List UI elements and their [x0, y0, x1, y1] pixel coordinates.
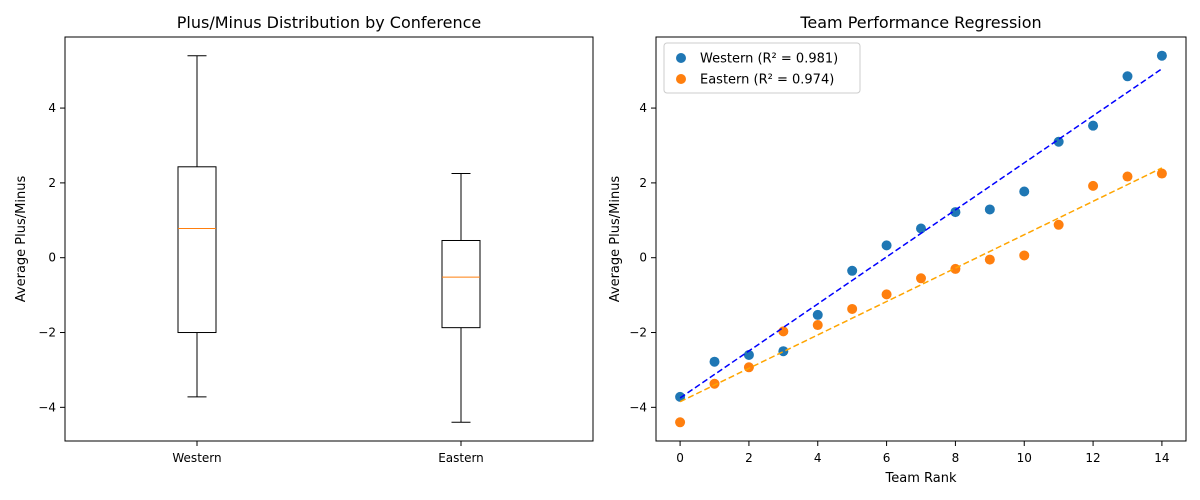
scatter-point-eastern: [1156, 168, 1167, 179]
regression-panel: Team Performance Regression Team Rank Aver…: [608, 13, 1187, 486]
scatter-point-western: [709, 356, 720, 367]
regression-xtick-label: 12: [1085, 451, 1100, 465]
scatter-point-eastern: [916, 273, 926, 284]
regression-ytick-label: 4: [639, 101, 647, 115]
legend-box: [663, 42, 861, 94]
scatter-point-western: [984, 204, 995, 215]
scatter-point-western: [916, 223, 926, 234]
regression-ytick-label: −2: [629, 326, 647, 340]
scatter-point-western: [881, 240, 892, 251]
iqr-box: [177, 166, 217, 334]
scatter-point-western: [675, 391, 686, 402]
scatter-point-western: [1053, 136, 1064, 147]
scatter-point-western: [1156, 50, 1167, 61]
regression-xtick-label: 8: [952, 451, 960, 465]
legend-marker: [676, 74, 686, 84]
scatter-point-eastern: [1088, 180, 1099, 191]
boxplot-frame: [64, 36, 594, 442]
scatter-point-western: [1088, 120, 1099, 131]
scatter-point-western: [812, 309, 823, 320]
box-western: [177, 55, 217, 398]
boxplot-title: Plus/Minus Distribution by Conference: [177, 13, 481, 32]
scatter-point-western: [778, 346, 789, 357]
scatter-point-western: [743, 349, 754, 360]
boxplot-ytick-label: −4: [38, 400, 56, 414]
scatter-point-eastern: [1122, 171, 1133, 182]
regression-xtick-label: 14: [1154, 451, 1169, 465]
scatter-point-eastern: [984, 254, 995, 265]
regression-ytick-label: 0: [639, 251, 647, 265]
legend-label: Western (R² = 0.981): [700, 52, 838, 67]
scatter-point-eastern: [847, 303, 858, 314]
regression-xtick-label: 4: [814, 451, 822, 465]
legend-label: Eastern (R² = 0.974): [700, 73, 834, 88]
iqr-box: [441, 239, 481, 329]
legend: Western (R² = 0.981) Eastern (R² = 0.974): [663, 42, 861, 94]
boxplot-ytick-label: −2: [38, 326, 56, 340]
scatter-point-eastern: [778, 326, 789, 337]
legend-marker: [676, 53, 686, 63]
scatter-point-western: [950, 207, 961, 218]
boxplot-xtick-label: Western: [172, 451, 221, 465]
regression-xlabel: Team Rank: [885, 471, 957, 486]
boxplot-ytick-label: 0: [48, 251, 56, 265]
scatter-point-eastern: [1053, 219, 1064, 230]
scatter-point-western: [847, 265, 858, 276]
series-eastern: [675, 168, 1167, 428]
scatter-point-eastern: [1019, 250, 1030, 261]
regression-ytick-label: 2: [639, 176, 647, 190]
regression-xtick-label: 10: [1017, 451, 1032, 465]
regression-title: Team Performance Regression: [799, 13, 1041, 32]
regression-ylabel: Average Plus/Minus: [608, 176, 623, 303]
scatter-point-western: [1122, 71, 1133, 82]
boxplot-ylabel: Average Plus/Minus: [14, 176, 29, 303]
regression-ytick-label: −4: [629, 400, 647, 414]
regression-line-western: [679, 68, 1163, 399]
scatter-point-eastern: [881, 289, 892, 300]
box-eastern: [441, 173, 481, 423]
regression-xtick-label: 0: [676, 451, 684, 465]
regression-xtick-label: 6: [883, 451, 891, 465]
series-western: [675, 50, 1167, 402]
boxplot-xtick-label: Eastern: [438, 451, 484, 465]
scatter-point-eastern: [675, 417, 686, 428]
regression-xtick-label: 2: [745, 451, 753, 465]
regression-frame: [655, 36, 1187, 442]
scatter-point-eastern: [709, 378, 720, 389]
boxplot-ytick-label: 4: [48, 101, 56, 115]
boxplot-ytick-label: 2: [48, 176, 56, 190]
scatter-point-eastern: [812, 320, 823, 331]
regression-line-eastern: [679, 167, 1163, 403]
boxplot-panel: Plus/Minus Distribution by Conference Ave…: [14, 13, 594, 465]
scatter-point-western: [1019, 186, 1030, 197]
scatter-point-eastern: [950, 263, 961, 274]
